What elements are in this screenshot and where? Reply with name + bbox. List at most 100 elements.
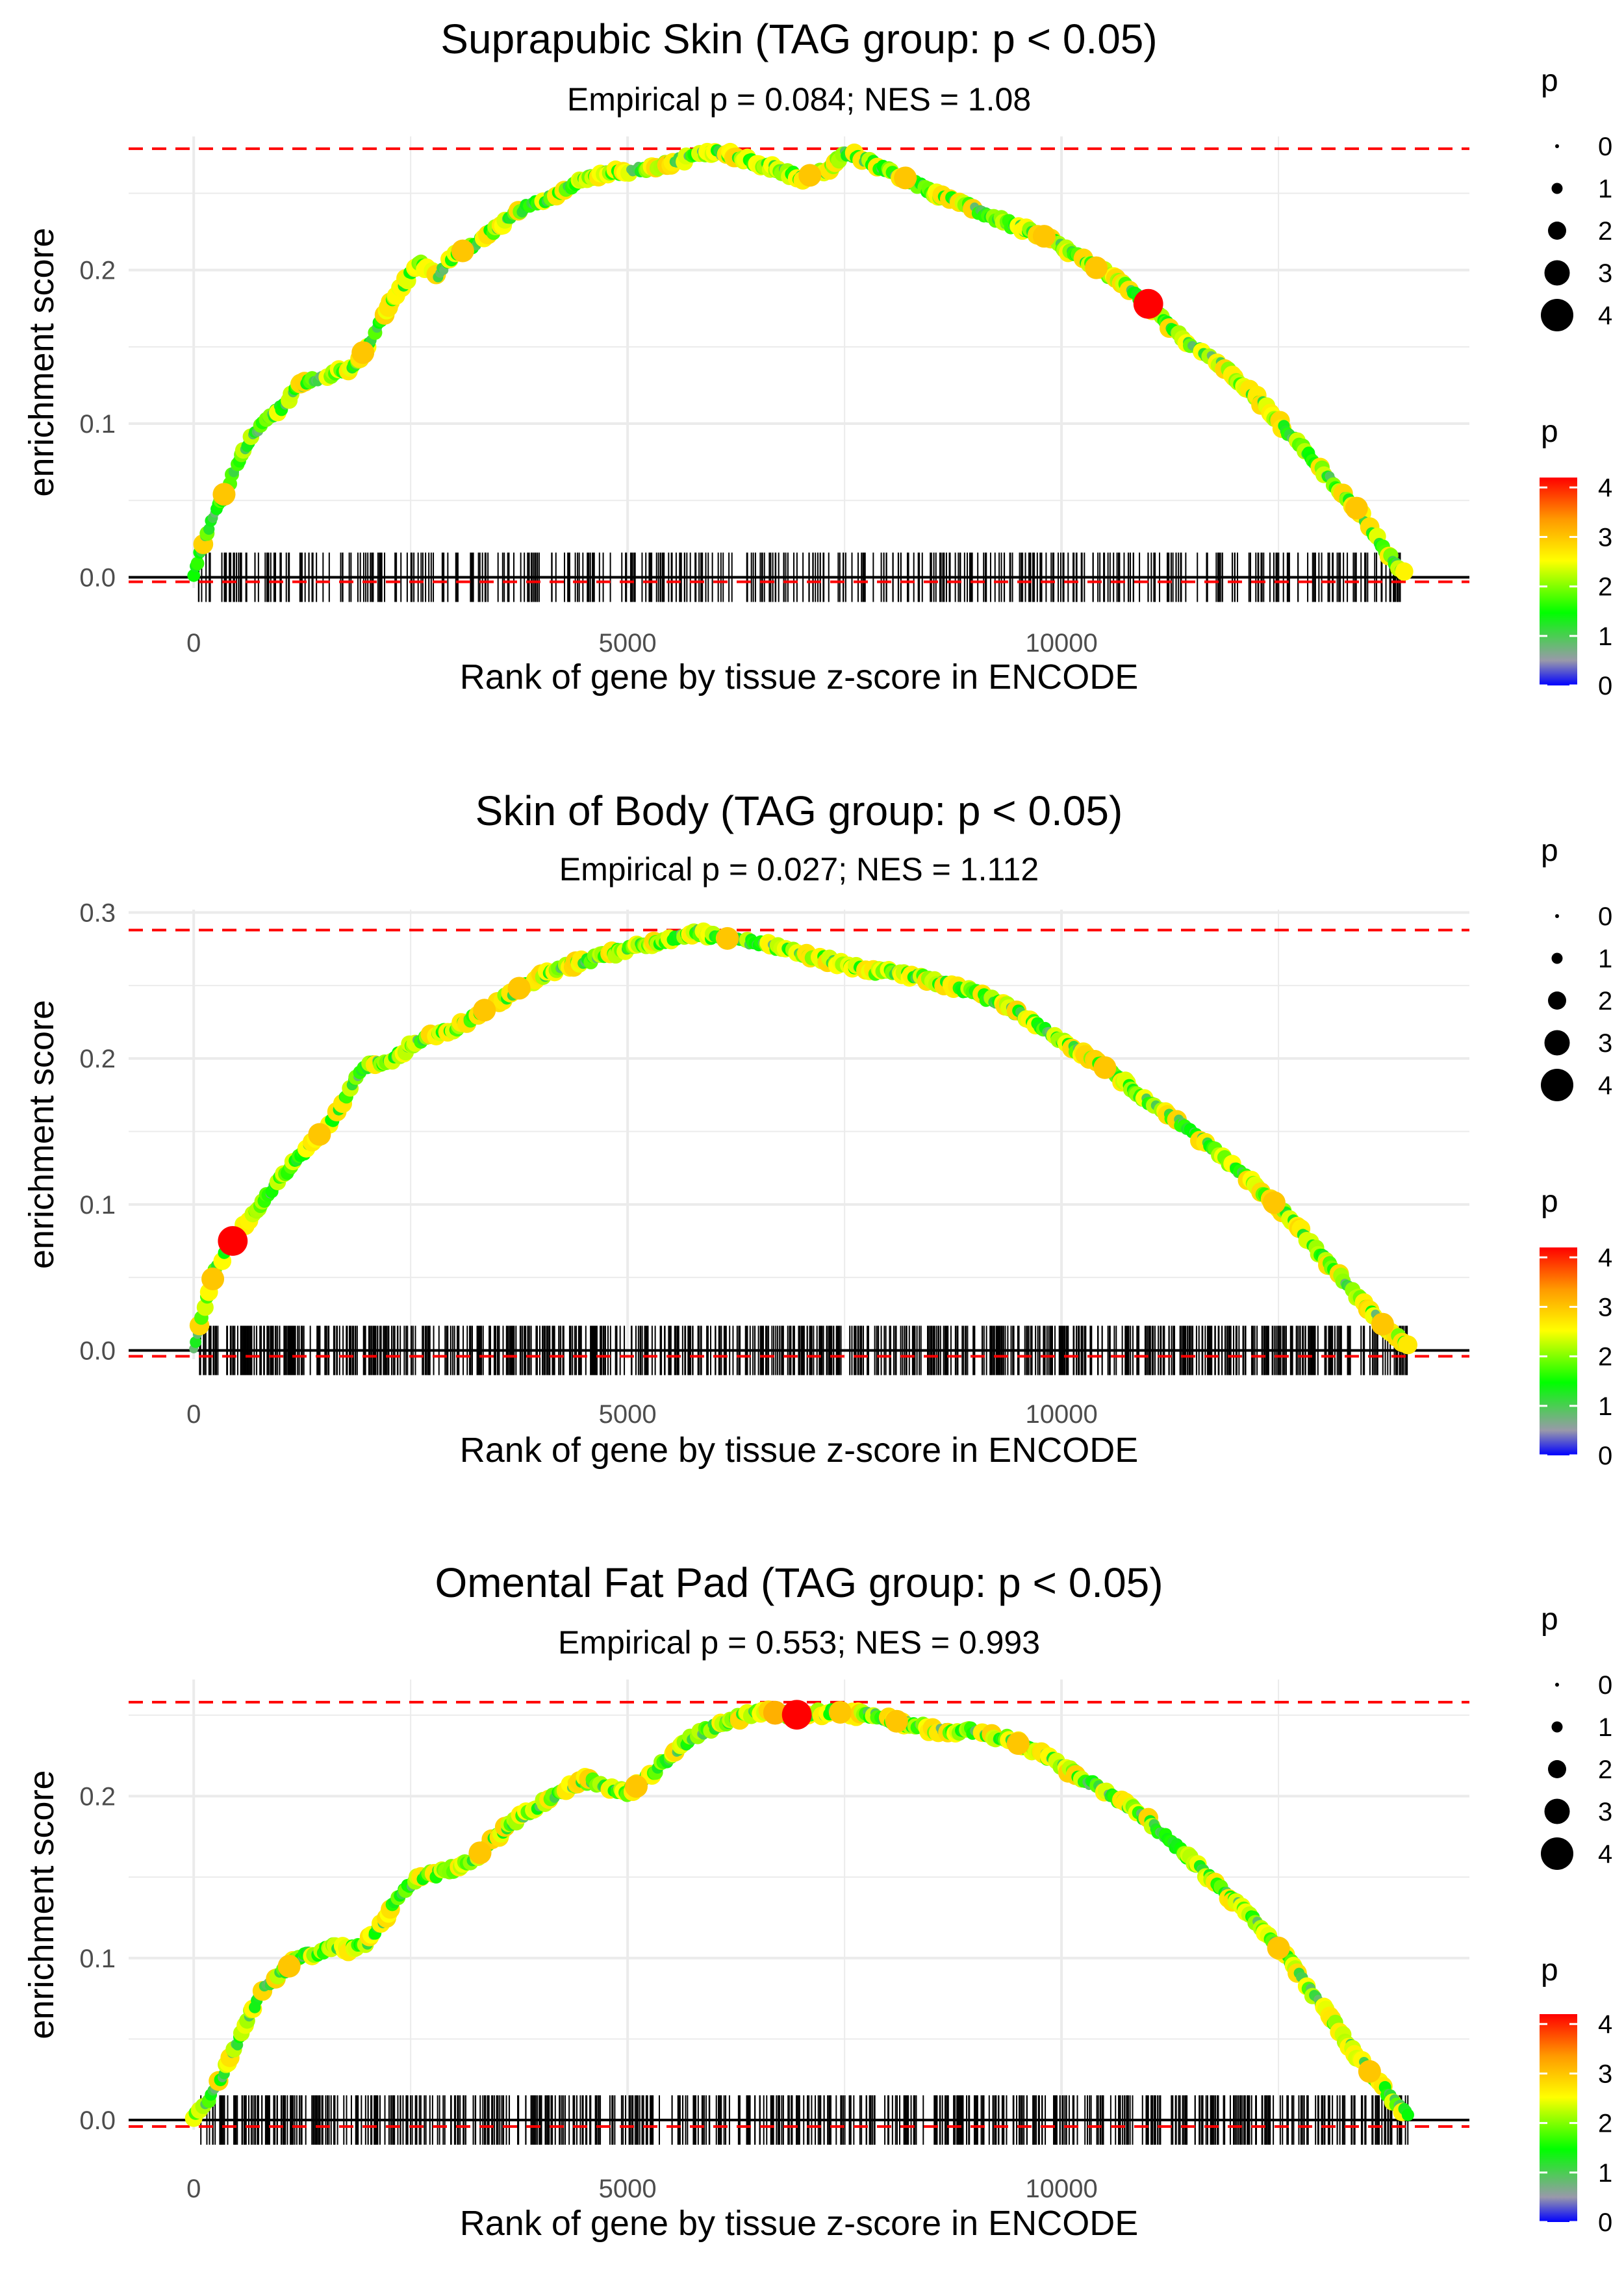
size-legend-key [1551, 952, 1563, 964]
enrichment-point [190, 556, 205, 570]
y-tick-label: 0.0 [79, 563, 116, 592]
chart-subtitle: Empirical p = 0.553; NES = 0.993 [558, 1624, 1040, 1661]
y-axis-label: enrichment score [22, 1770, 61, 2039]
chart-subtitle: Empirical p = 0.027; NES = 1.112 [559, 851, 1039, 888]
y-tick-label: 0.2 [79, 257, 116, 285]
color-legend-label: 1 [1598, 2159, 1612, 2188]
color-legend-label: 2 [1598, 573, 1612, 602]
size-legend-key [1544, 1798, 1570, 1824]
color-legend-label: 0 [1598, 1442, 1612, 1470]
size-legend: p 0 1 2 3 4 [1541, 64, 1612, 331]
highlight-point [894, 166, 917, 190]
size-legend-title: p [1541, 834, 1558, 868]
highlight-point [1085, 256, 1108, 279]
highlight-point [1133, 288, 1163, 319]
chart-title: Omental Fat Pad (TAG group: p < 0.05) [435, 1559, 1163, 1606]
chart-panel-1: Suprapubic Skin (TAG group: p < 0.05) Emp… [22, 16, 1612, 700]
y-tick-label: 0.2 [79, 1782, 116, 1811]
size-legend-key [1544, 1030, 1570, 1056]
y-axis-label: enrichment score [22, 227, 61, 496]
size-legend-label: 4 [1598, 1840, 1612, 1869]
x-tick-label: 5000 [599, 629, 657, 658]
y-axis-label: enrichment score [22, 1000, 61, 1269]
x-tick-label: 10000 [1025, 629, 1097, 658]
highlight-point [1262, 1191, 1286, 1214]
x-axis-label: Rank of gene by tissue z-score in ENCODE [460, 658, 1138, 696]
enrichment-curve [187, 142, 1414, 582]
chart-subtitle: Empirical p = 0.084; NES = 1.08 [567, 81, 1031, 118]
size-legend-label: 2 [1598, 987, 1612, 1016]
color-legend-label: 3 [1598, 1293, 1612, 1322]
highlight-point [1371, 1312, 1394, 1336]
y-tick-label: 0.1 [79, 1945, 116, 1973]
enrichment-curve [189, 922, 1417, 1355]
enrichment-point [1395, 562, 1414, 581]
color-legend-label: 4 [1598, 2010, 1612, 2039]
x-tick-label: 0 [186, 2175, 201, 2203]
highlight-point [716, 926, 739, 950]
highlight-point [201, 1267, 225, 1290]
size-legend-label: 3 [1598, 1798, 1612, 1826]
size-legend-key [1541, 1069, 1573, 1101]
size-legend-label: 3 [1598, 259, 1612, 288]
size-legend-key [1551, 183, 1563, 194]
size-legend-label: 1 [1598, 175, 1612, 203]
size-legend-label: 0 [1598, 133, 1612, 161]
highlight-point [351, 341, 375, 364]
color-legend-label: 2 [1598, 2110, 1612, 2138]
highlight-point [1093, 1056, 1117, 1079]
highlight-point [1267, 1936, 1290, 1960]
enrichment-point [190, 1336, 202, 1348]
size-legend-label: 0 [1598, 902, 1612, 931]
size-legend: p 0 1 2 3 4 [1541, 834, 1612, 1101]
enrichment-curve [184, 1700, 1414, 2127]
highlight-point [277, 1954, 301, 1978]
size-legend-key [1548, 991, 1566, 1010]
color-legend-bar [1540, 2014, 1577, 2222]
color-legend-label: 3 [1598, 523, 1612, 552]
color-legend-title: p [1541, 1953, 1558, 1987]
highlight-point [218, 1226, 248, 1256]
highlight-point [451, 239, 474, 262]
color-legend-label: 3 [1598, 2060, 1612, 2088]
highlight-point [763, 1700, 787, 1725]
highlight-point [625, 1775, 648, 1798]
highlight-point [1358, 2060, 1381, 2083]
enrichment-point [187, 568, 201, 582]
size-legend-label: 1 [1598, 945, 1612, 973]
size-legend-title: p [1541, 1602, 1558, 1637]
x-tick-label: 5000 [599, 1400, 657, 1429]
color-legend-label: 1 [1598, 1392, 1612, 1421]
color-legend: p 4 3 2 1 0 [1540, 1953, 1612, 2237]
size-legend-key [1555, 914, 1559, 918]
highlight-point [468, 1841, 492, 1865]
size-legend-key [1548, 1760, 1566, 1778]
color-legend-title: p [1541, 415, 1558, 449]
size-legend-label: 4 [1598, 301, 1612, 330]
highlight-point [1032, 225, 1056, 248]
size-legend-label: 0 [1598, 1671, 1612, 1700]
color-legend: p 4 3 2 1 0 [1540, 415, 1612, 700]
x-axis-label: Rank of gene by tissue z-score in ENCODE [460, 2204, 1138, 2243]
color-legend-label: 2 [1598, 1343, 1612, 1372]
size-legend-title: p [1541, 64, 1558, 98]
color-legend-label: 1 [1598, 622, 1612, 651]
enrichment-point [1401, 2108, 1414, 2121]
y-tick-label: 0.0 [79, 1337, 116, 1366]
color-legend-bar [1540, 1247, 1577, 1455]
size-legend-key [1551, 1721, 1563, 1733]
chart-title: Suprapubic Skin (TAG group: p < 0.05) [440, 16, 1157, 62]
y-tick-label: 0.0 [79, 2106, 116, 2135]
size-legend-label: 2 [1598, 217, 1612, 246]
chart-title: Skin of Body (TAG group: p < 0.05) [476, 787, 1123, 834]
size-legend-key [1548, 222, 1566, 240]
color-legend-label: 4 [1598, 1244, 1612, 1272]
color-legend-label: 0 [1598, 672, 1612, 700]
x-tick-label: 10000 [1025, 2175, 1097, 2203]
x-tick-label: 5000 [599, 2175, 657, 2203]
chart-panel-3: Omental Fat Pad (TAG group: p < 0.05) Emp… [22, 1559, 1612, 2243]
x-axis-label: Rank of gene by tissue z-score in ENCODE [460, 1431, 1138, 1470]
size-legend-key [1541, 1837, 1573, 1870]
highlight-point [212, 483, 236, 506]
